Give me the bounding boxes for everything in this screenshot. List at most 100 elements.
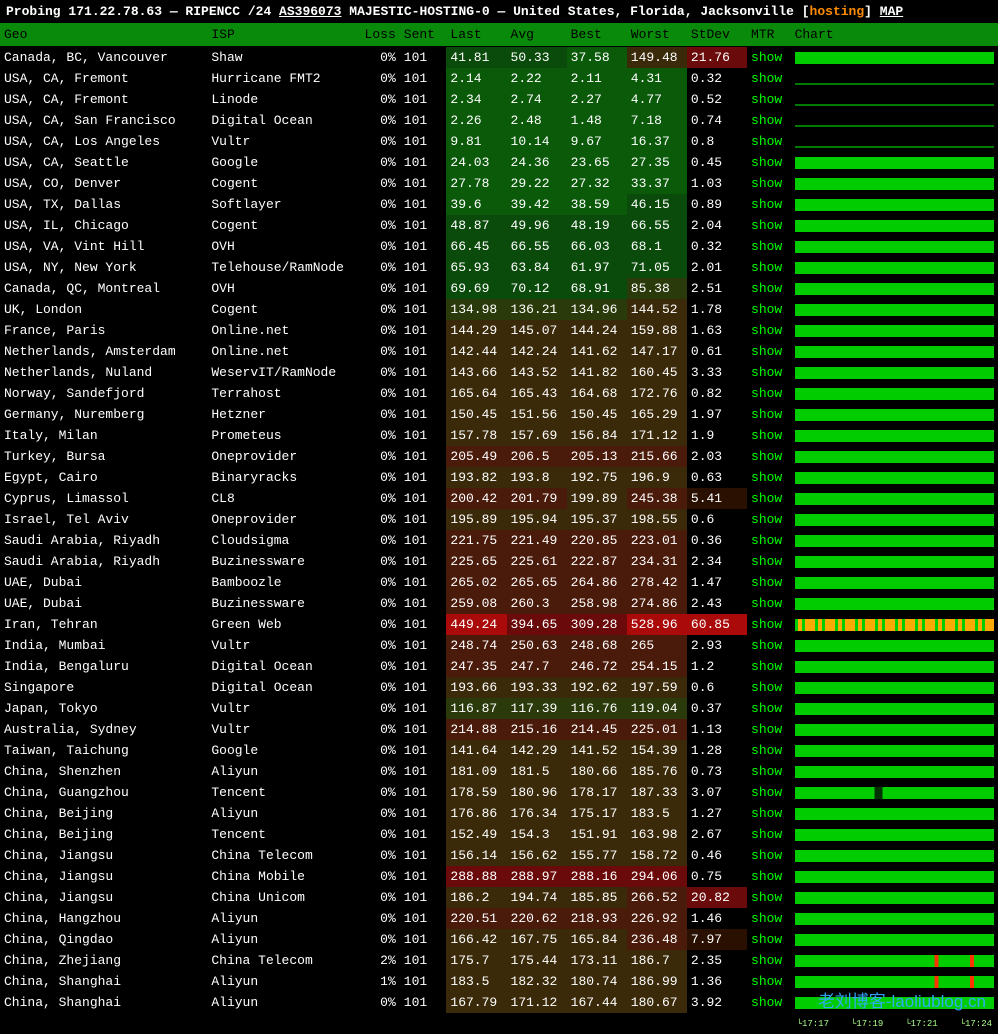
mtr-show-link[interactable]: show — [747, 362, 791, 383]
mtr-show-link[interactable]: show — [747, 635, 791, 656]
cell-avg: 193.8 — [507, 467, 567, 488]
col-isp[interactable]: ISP — [207, 23, 353, 47]
mtr-show-link[interactable]: show — [747, 89, 791, 110]
cell-geo: USA, CA, Los Angeles — [0, 131, 207, 152]
latency-sparkline — [795, 808, 994, 820]
cell-chart — [791, 782, 998, 803]
cell-chart — [791, 152, 998, 173]
col-sent[interactable]: Sent — [400, 23, 447, 47]
cell-stdev: 3.07 — [687, 782, 747, 803]
cell-sent: 101 — [400, 803, 447, 824]
mtr-show-link[interactable]: show — [747, 971, 791, 992]
mtr-show-link[interactable]: show — [747, 551, 791, 572]
col-avg[interactable]: Avg — [507, 23, 567, 47]
cell-loss: 0% — [353, 467, 400, 488]
mtr-show-link[interactable]: show — [747, 845, 791, 866]
table-row: France, ParisOnline.net0%101144.29145.07… — [0, 320, 998, 341]
mtr-show-link[interactable]: show — [747, 215, 791, 236]
cell-isp: Vultr — [207, 131, 353, 152]
watermark: 老刘博客-laoliublog.cn — [818, 987, 986, 1012]
latency-sparkline — [795, 241, 994, 253]
cell-worst: 160.45 — [627, 362, 687, 383]
mtr-show-link[interactable]: show — [747, 824, 791, 845]
mtr-show-link[interactable]: show — [747, 992, 791, 1013]
cell-best: 192.62 — [567, 677, 627, 698]
mtr-show-link[interactable]: show — [747, 656, 791, 677]
latency-sparkline — [795, 682, 994, 694]
col-mtr[interactable]: MTR — [747, 23, 791, 47]
cell-avg: 182.32 — [507, 971, 567, 992]
latency-sparkline — [795, 871, 994, 883]
mtr-show-link[interactable]: show — [747, 404, 791, 425]
mtr-show-link[interactable]: show — [747, 194, 791, 215]
cell-isp: China Unicom — [207, 887, 353, 908]
mtr-show-link[interactable]: show — [747, 572, 791, 593]
cell-best: 195.37 — [567, 509, 627, 530]
col-best[interactable]: Best — [567, 23, 627, 47]
mtr-show-link[interactable]: show — [747, 320, 791, 341]
asn-link[interactable]: AS396073 — [279, 4, 341, 19]
mtr-show-link[interactable]: show — [747, 488, 791, 509]
cell-sent: 101 — [400, 278, 447, 299]
mtr-show-link[interactable]: show — [747, 887, 791, 908]
mtr-show-link[interactable]: show — [747, 698, 791, 719]
mtr-show-link[interactable]: show — [747, 740, 791, 761]
mtr-show-link[interactable]: show — [747, 173, 791, 194]
mtr-show-link[interactable]: show — [747, 299, 791, 320]
col-chart[interactable]: Chart — [791, 23, 998, 47]
latency-sparkline — [795, 745, 994, 757]
cell-stdev: 1.47 — [687, 572, 747, 593]
mtr-show-link[interactable]: show — [747, 47, 791, 69]
mtr-show-link[interactable]: show — [747, 152, 791, 173]
mtr-show-link[interactable]: show — [747, 908, 791, 929]
latency-sparkline — [795, 178, 994, 190]
cell-last: 2.26 — [446, 110, 506, 131]
cell-isp: Cloudsigma — [207, 530, 353, 551]
cell-avg: 39.42 — [507, 194, 567, 215]
col-loss[interactable]: Loss — [353, 23, 400, 47]
mtr-show-link[interactable]: show — [747, 509, 791, 530]
cell-chart — [791, 908, 998, 929]
cell-stdev: 0.74 — [687, 110, 747, 131]
mtr-show-link[interactable]: show — [747, 530, 791, 551]
col-last[interactable]: Last — [446, 23, 506, 47]
mtr-show-link[interactable]: show — [747, 278, 791, 299]
mtr-show-link[interactable]: show — [747, 677, 791, 698]
cell-avg: 2.22 — [507, 68, 567, 89]
mtr-show-link[interactable]: show — [747, 68, 791, 89]
cell-geo: USA, CA, Fremont — [0, 89, 207, 110]
col-worst[interactable]: Worst — [627, 23, 687, 47]
mtr-show-link[interactable]: show — [747, 467, 791, 488]
mtr-show-link[interactable]: show — [747, 131, 791, 152]
latency-sparkline — [795, 472, 994, 484]
latency-sparkline — [795, 125, 994, 127]
mtr-show-link[interactable]: show — [747, 383, 791, 404]
mtr-show-link[interactable]: show — [747, 950, 791, 971]
mtr-show-link[interactable]: show — [747, 782, 791, 803]
latency-sparkline — [795, 724, 994, 736]
cell-sent: 101 — [400, 425, 447, 446]
cell-isp: WeservIT/RamNode — [207, 362, 353, 383]
col-stdev[interactable]: StDev — [687, 23, 747, 47]
cell-chart — [791, 761, 998, 782]
map-link[interactable]: MAP — [880, 4, 903, 19]
col-geo[interactable]: Geo — [0, 23, 207, 47]
mtr-show-link[interactable]: show — [747, 593, 791, 614]
latency-sparkline — [795, 146, 994, 148]
mtr-show-link[interactable]: show — [747, 614, 791, 635]
mtr-show-link[interactable]: show — [747, 257, 791, 278]
mtr-show-link[interactable]: show — [747, 236, 791, 257]
cell-avg: 157.69 — [507, 425, 567, 446]
mtr-show-link[interactable]: show — [747, 446, 791, 467]
mtr-show-link[interactable]: show — [747, 110, 791, 131]
cell-avg: 194.74 — [507, 887, 567, 908]
mtr-show-link[interactable]: show — [747, 425, 791, 446]
mtr-show-link[interactable]: show — [747, 866, 791, 887]
cell-chart — [791, 215, 998, 236]
table-row: Cyprus, LimassolCL80%101200.42201.79199.… — [0, 488, 998, 509]
mtr-show-link[interactable]: show — [747, 761, 791, 782]
mtr-show-link[interactable]: show — [747, 341, 791, 362]
mtr-show-link[interactable]: show — [747, 803, 791, 824]
mtr-show-link[interactable]: show — [747, 719, 791, 740]
mtr-show-link[interactable]: show — [747, 929, 791, 950]
